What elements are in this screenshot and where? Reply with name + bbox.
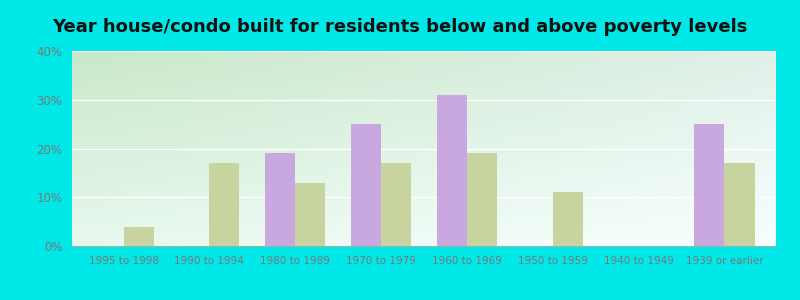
Bar [210, 163, 239, 246]
Text: Year house/condo built for residents below and above poverty levels: Year house/condo built for residents bel… [52, 18, 748, 36]
Bar [265, 153, 295, 246]
Bar [694, 124, 725, 246]
Bar [467, 153, 497, 246]
Bar [351, 124, 381, 246]
Bar [725, 163, 754, 246]
Bar [123, 226, 154, 246]
Bar [437, 95, 467, 246]
Bar [553, 192, 583, 246]
Bar [381, 163, 411, 246]
Bar [295, 183, 326, 246]
